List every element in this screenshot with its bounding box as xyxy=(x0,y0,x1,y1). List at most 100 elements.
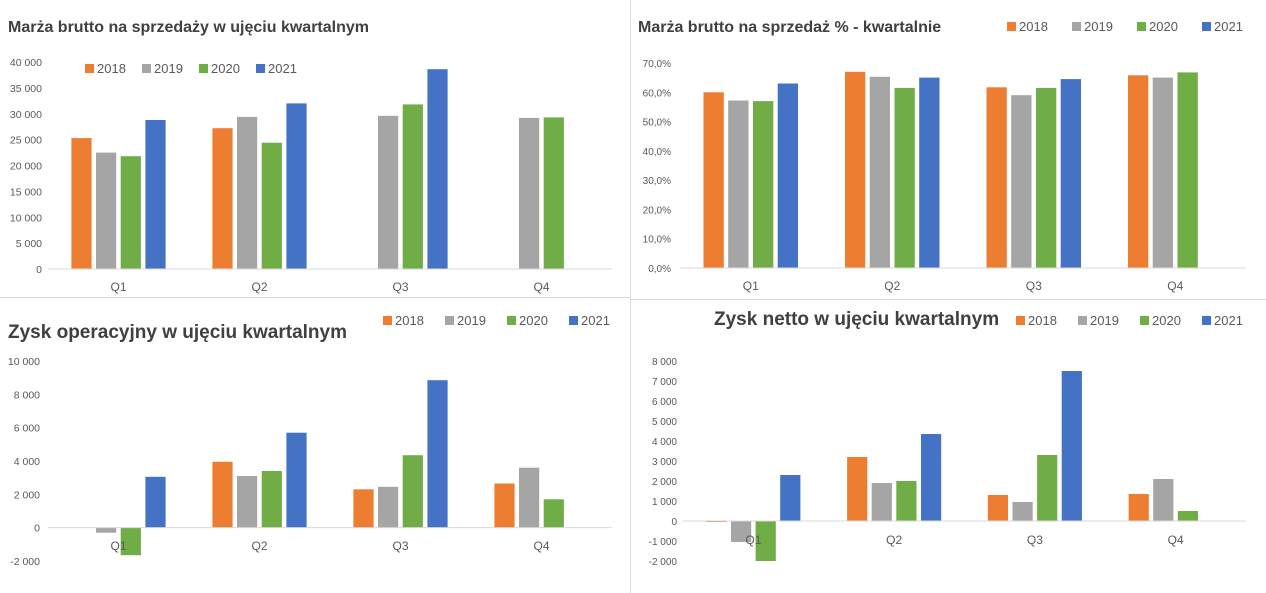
y-tick-label: 35 000 xyxy=(10,83,42,95)
y-tick-label: 50,0% xyxy=(643,118,671,129)
bar-2020-Q2 xyxy=(896,481,917,521)
bar-2021-Q1 xyxy=(777,83,798,268)
x-tick-label: Q1 xyxy=(110,539,126,553)
y-tick-label: 15 000 xyxy=(10,186,42,198)
bar-2018-Q4 xyxy=(494,483,515,528)
legend-label-2019: 2019 xyxy=(1090,313,1119,328)
x-tick-label: Q1 xyxy=(745,533,761,547)
legend-label-2018: 2018 xyxy=(1028,313,1057,328)
bar-2021-Q2 xyxy=(286,432,307,528)
y-tick-label: 7 000 xyxy=(652,377,677,388)
y-tick-label: 0,0% xyxy=(648,264,671,275)
chart-title: Marża brutto na sprzedaż % - kwartalnie xyxy=(638,19,941,36)
y-tick-label: 40 000 xyxy=(10,57,42,69)
chart-title: Zysk operacyjny w ujęciu kwartalnym xyxy=(8,322,347,343)
chart-gross-margin-value: Marża brutto na sprzedaży w ujęciu kwart… xyxy=(8,19,612,294)
x-tick-label: Q3 xyxy=(1027,533,1043,547)
x-tick-label: Q2 xyxy=(886,533,902,547)
bar-2021-Q3 xyxy=(1061,371,1082,521)
bar-2018-Q4 xyxy=(1128,494,1149,521)
bar-2019-Q2 xyxy=(869,76,890,268)
bar-2020-Q1 xyxy=(120,527,141,556)
bar-2021-Q2 xyxy=(921,434,942,521)
legend-swatch-2018 xyxy=(1007,22,1016,31)
x-tick-label: Q4 xyxy=(1168,533,1184,547)
y-tick-label: 8 000 xyxy=(14,389,40,401)
y-tick-label: 5 000 xyxy=(16,238,42,250)
legend-label-2021: 2021 xyxy=(268,61,297,76)
bar-2018-Q3 xyxy=(987,495,1008,521)
legend-swatch-2018 xyxy=(1016,316,1025,325)
legend-label-2021: 2021 xyxy=(1214,19,1243,34)
y-tick-label: 4 000 xyxy=(652,437,677,448)
bar-2019-Q4 xyxy=(1153,479,1174,521)
bar-2021-Q1 xyxy=(780,475,801,521)
bar-2019-Q2 xyxy=(237,476,258,528)
bar-2018-Q4 xyxy=(1128,75,1149,268)
legend-label-2018: 2018 xyxy=(1019,19,1048,34)
legend-swatch-2019 xyxy=(445,316,454,325)
bar-2019-Q2 xyxy=(237,116,258,270)
y-tick-label: 0 xyxy=(671,517,677,528)
legend-swatch-2020 xyxy=(1140,316,1149,325)
y-tick-label: 20,0% xyxy=(643,205,671,216)
bar-2019-Q1 xyxy=(96,527,117,533)
bar-2020-Q1 xyxy=(753,101,774,268)
legend-label-2018: 2018 xyxy=(395,313,424,328)
legend-label-2020: 2020 xyxy=(519,313,548,328)
bar-2020-Q3 xyxy=(1036,87,1057,269)
x-tick-label: Q4 xyxy=(533,539,549,553)
x-tick-label: Q2 xyxy=(884,279,900,293)
bar-2019-Q3 xyxy=(1011,95,1032,268)
x-tick-label: Q3 xyxy=(392,539,408,553)
y-tick-label: 3 000 xyxy=(652,457,677,468)
bar-2019-Q2 xyxy=(871,483,892,521)
chart-title: Marża brutto na sprzedaży w ujęciu kwart… xyxy=(8,19,369,36)
bar-2021-Q3 xyxy=(1060,79,1081,268)
bar-2021-Q2 xyxy=(286,103,307,270)
legend-label-2018: 2018 xyxy=(97,61,126,76)
legend-label-2019: 2019 xyxy=(457,313,486,328)
y-tick-label: -2 000 xyxy=(649,557,678,568)
bar-2020-Q4 xyxy=(1177,511,1198,521)
bar-2020-Q3 xyxy=(1037,455,1058,521)
chart-legend: 2018 2019 2020 2021 xyxy=(1016,313,1243,328)
y-tick-label: 2 000 xyxy=(14,489,40,501)
chart-net-profit: Zysk netto w ujęciu kwartalnym 2018 2019 2… xyxy=(649,309,1246,568)
bar-2020-Q4 xyxy=(1177,72,1198,269)
legend-label-2020: 2020 xyxy=(1152,313,1181,328)
bar-2021-Q2 xyxy=(919,77,940,268)
legend-swatch-2019 xyxy=(142,64,151,73)
y-tick-label: 60,0% xyxy=(643,88,671,99)
y-tick-label: -1 000 xyxy=(649,537,678,548)
bar-2019-Q3 xyxy=(378,486,399,528)
panel-divider xyxy=(630,0,631,593)
bar-2021-Q1 xyxy=(145,476,166,528)
bar-2018-Q3 xyxy=(353,489,374,528)
y-tick-label: 6 000 xyxy=(652,397,677,408)
chart-gross-margin-percent: Marża brutto na sprzedaż % - kwartalnie … xyxy=(638,19,1246,293)
bar-2018-Q2 xyxy=(847,457,868,521)
bar-2018-Q2 xyxy=(845,71,866,268)
y-tick-label: 5 000 xyxy=(652,417,677,428)
x-tick-label: Q2 xyxy=(251,539,267,553)
bar-2018-Q3 xyxy=(986,87,1007,268)
x-tick-label: Q2 xyxy=(251,280,267,294)
y-tick-label: 8 000 xyxy=(652,357,677,368)
bar-2018-Q2 xyxy=(212,128,233,269)
legend-label-2021: 2021 xyxy=(1214,313,1243,328)
y-tick-label: 10 000 xyxy=(8,356,40,368)
x-tick-label: Q1 xyxy=(743,279,759,293)
bar-2019-Q3 xyxy=(1012,502,1033,521)
legend-label-2021: 2021 xyxy=(581,313,610,328)
y-tick-label: 4 000 xyxy=(14,456,40,468)
y-tick-label: -2 000 xyxy=(10,556,40,568)
bar-2019-Q1 xyxy=(96,152,117,269)
legend-swatch-2019 xyxy=(1078,316,1087,325)
bar-2019-Q4 xyxy=(519,117,540,270)
y-tick-label: 2 000 xyxy=(652,477,677,488)
panel-divider xyxy=(630,299,1266,300)
bar-2020-Q3 xyxy=(402,104,423,270)
y-tick-label: 10,0% xyxy=(643,235,671,246)
y-tick-label: 1 000 xyxy=(652,497,677,508)
